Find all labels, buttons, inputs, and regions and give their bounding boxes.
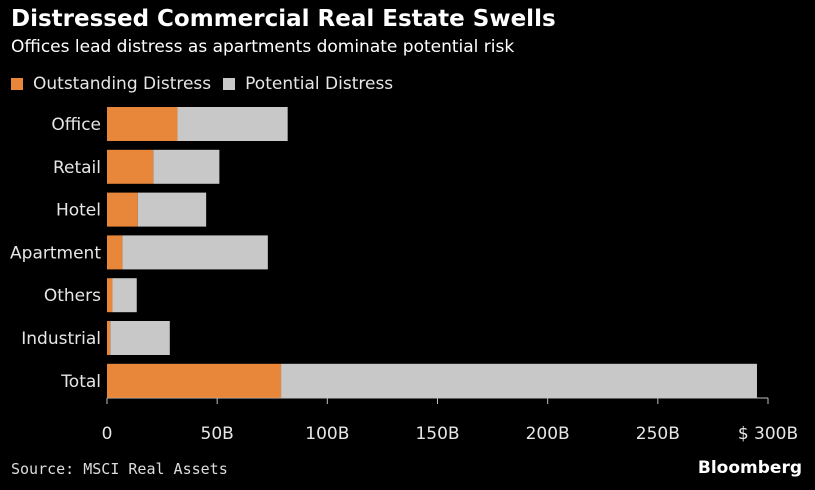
bar-others-outstanding bbox=[107, 278, 113, 313]
bar-industrial-outstanding bbox=[107, 321, 111, 355]
bar-retail-outstanding bbox=[107, 149, 154, 184]
category-label-industrial: Industrial bbox=[21, 329, 101, 349]
bar-office-outstanding bbox=[107, 107, 178, 141]
category-label-others: Others bbox=[44, 286, 101, 306]
bar-office-potential bbox=[177, 107, 288, 141]
bar-total-potential bbox=[281, 363, 757, 398]
category-label-retail: Retail bbox=[53, 158, 101, 178]
source-note: Source: MSCI Real Assets bbox=[11, 460, 228, 478]
chart-title: Distressed Commercial Real Estate Swells bbox=[11, 6, 556, 32]
bar-total-outstanding bbox=[107, 363, 282, 398]
category-label-total: Total bbox=[60, 372, 101, 392]
x-tick-label-0: 0 bbox=[102, 424, 113, 444]
bar-apartment-potential bbox=[122, 235, 268, 270]
bar-hotel-outstanding bbox=[107, 192, 138, 227]
bar-industrial-potential bbox=[110, 321, 170, 355]
x-tick-label-6: $ 300B bbox=[738, 424, 798, 444]
bar-apartment-outstanding bbox=[107, 235, 123, 270]
bar-others-potential bbox=[112, 278, 137, 313]
legend-label-outstanding: Outstanding Distress bbox=[33, 74, 212, 94]
bloomberg-logo: Bloomberg bbox=[697, 458, 802, 478]
category-label-office: Office bbox=[51, 115, 101, 135]
x-tick-label-1: 50B bbox=[201, 424, 234, 444]
legend-swatch-outstanding bbox=[11, 78, 23, 90]
bar-hotel-potential bbox=[137, 192, 207, 227]
x-tick-label-2: 100B bbox=[305, 424, 349, 444]
legend-swatch-potential bbox=[223, 78, 236, 90]
bar-retail-potential bbox=[153, 149, 220, 184]
legend-item-outstanding: Outstanding Distress bbox=[11, 74, 211, 94]
x-tick-label-4: 200B bbox=[526, 424, 570, 444]
category-label-apartment: Apartment bbox=[10, 243, 101, 263]
x-tick-label-5: 250B bbox=[636, 424, 680, 444]
x-tick-label-3: 150B bbox=[415, 424, 459, 444]
legend-item-potential: Potential Distress bbox=[223, 74, 393, 94]
legend-label-potential: Potential Distress bbox=[245, 74, 394, 94]
chart-subtitle: Offices lead distress as apartments domi… bbox=[11, 37, 515, 57]
legend: Outstanding Distress Potential Distress bbox=[11, 74, 405, 94]
category-label-hotel: Hotel bbox=[56, 201, 101, 221]
